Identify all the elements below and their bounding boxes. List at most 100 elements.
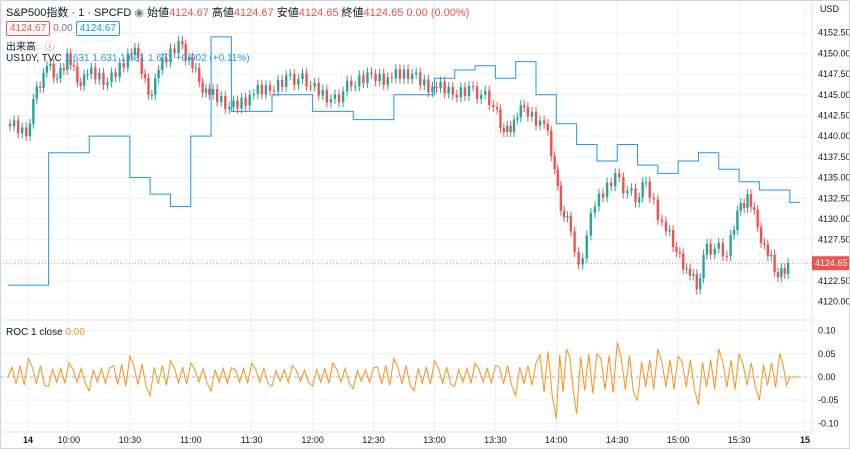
candle-body [502,127,506,133]
candle-body [35,86,38,99]
sell-price-badge[interactable]: 4124.67 [6,21,51,36]
candle-body [398,69,402,79]
candle-body [126,53,130,68]
time-axis-label: 11:30 [241,435,263,445]
price-tick-label: 4135.00 [818,173,850,183]
price-tick-label: 4142.50 [818,110,850,120]
candle-body [140,57,143,75]
candle-body [325,89,329,103]
candle-body [546,123,550,131]
price-tick-label: 4122.50 [818,276,850,286]
candle-body [191,57,194,68]
symbol-title[interactable]: S&P500指数 · 1 · SPCFD [6,7,132,19]
last-price-marker: 4124.65 [0,256,850,271]
candle-body [682,253,685,270]
candle-body [374,74,377,82]
candle-body [638,197,641,203]
candle-body [28,123,32,137]
candle-body [746,194,749,208]
candle-body [597,193,601,207]
roc-tick-label: -0.05 [818,395,839,405]
alert-icon[interactable]: ⓘ [44,42,55,53]
candle-body [110,72,113,83]
candle-body [522,105,526,108]
candle-body [354,86,357,88]
last-price-text: 4124.65 [815,258,848,268]
candle-body [526,107,530,117]
candle-body [783,268,786,274]
candle-body [236,100,239,109]
candle-body [161,57,164,70]
time-axis-label: 12:30 [362,435,385,445]
candle-body [656,199,660,220]
compare-symbol[interactable]: US10Y, TVC [6,53,62,64]
candle-body [542,120,546,124]
candle-body [443,81,446,94]
candle-body [559,185,563,211]
candle-body [593,206,597,213]
candle-body [530,111,534,117]
volume-legend: 出来高 ⓘ [6,38,55,53]
eye-icon[interactable]: ◉ [134,7,144,19]
candle-body [55,78,59,80]
compare-legend: US10Y, TVC 1.631 1.631 1.631 1.631 +0.00… [6,53,250,64]
candle-body [86,74,89,76]
candle-body [147,78,150,95]
candle-body [439,81,442,89]
candle-body [301,73,304,80]
candle-body [244,97,247,106]
price-tick-label: 4137.50 [818,152,850,162]
candle-body [337,94,341,103]
candle-body [713,248,716,255]
candle-body [276,79,280,92]
candle-body [725,255,729,257]
candle-body [289,74,292,76]
candle-body [293,74,296,85]
volume-label[interactable]: 出来高 [6,42,36,53]
candle-body [329,98,333,103]
high-value: 4124.67 [233,7,274,19]
close-label: 終値 [341,7,364,19]
candle-body [333,94,337,99]
candle-body [42,72,45,88]
candle-body [66,53,69,70]
candle-body [130,53,133,55]
candle-body [240,97,243,109]
candle-body [471,86,475,88]
candle-body [717,242,720,249]
time-axis-label: 13:30 [484,435,507,445]
candle-body [685,268,688,270]
candle-body [157,69,160,79]
time-axis-label: 15 [800,435,810,445]
candle-body [248,94,251,106]
candle-body [350,80,353,87]
price-tick-label: 4140.00 [818,131,850,141]
candle-body [122,62,125,68]
candle-body [634,188,637,203]
candle-body [766,244,770,257]
candle-body [702,254,705,279]
roc-legend: ROC 1 close 0.00 [6,327,85,338]
candle-body [668,229,671,232]
candle-body [32,98,35,124]
high-label: 高値 [211,7,234,19]
candle-body [622,177,625,194]
buy-price-badge[interactable]: 4124.67 [75,21,120,36]
price-tick-label: 4132.50 [818,193,850,203]
candle-body [114,72,117,77]
candle-body [566,216,569,218]
roc-line [7,342,800,419]
candle-body [72,65,76,67]
candle-body [256,84,259,94]
roc-label[interactable]: ROC 1 close [6,327,63,338]
candle-body [609,182,613,187]
candle-body [618,173,621,178]
candle-body [59,67,62,79]
candle-body [90,67,93,75]
price-series [8,36,790,295]
candle-body [601,193,605,198]
candle-body [208,88,211,95]
candle-body [378,73,381,82]
